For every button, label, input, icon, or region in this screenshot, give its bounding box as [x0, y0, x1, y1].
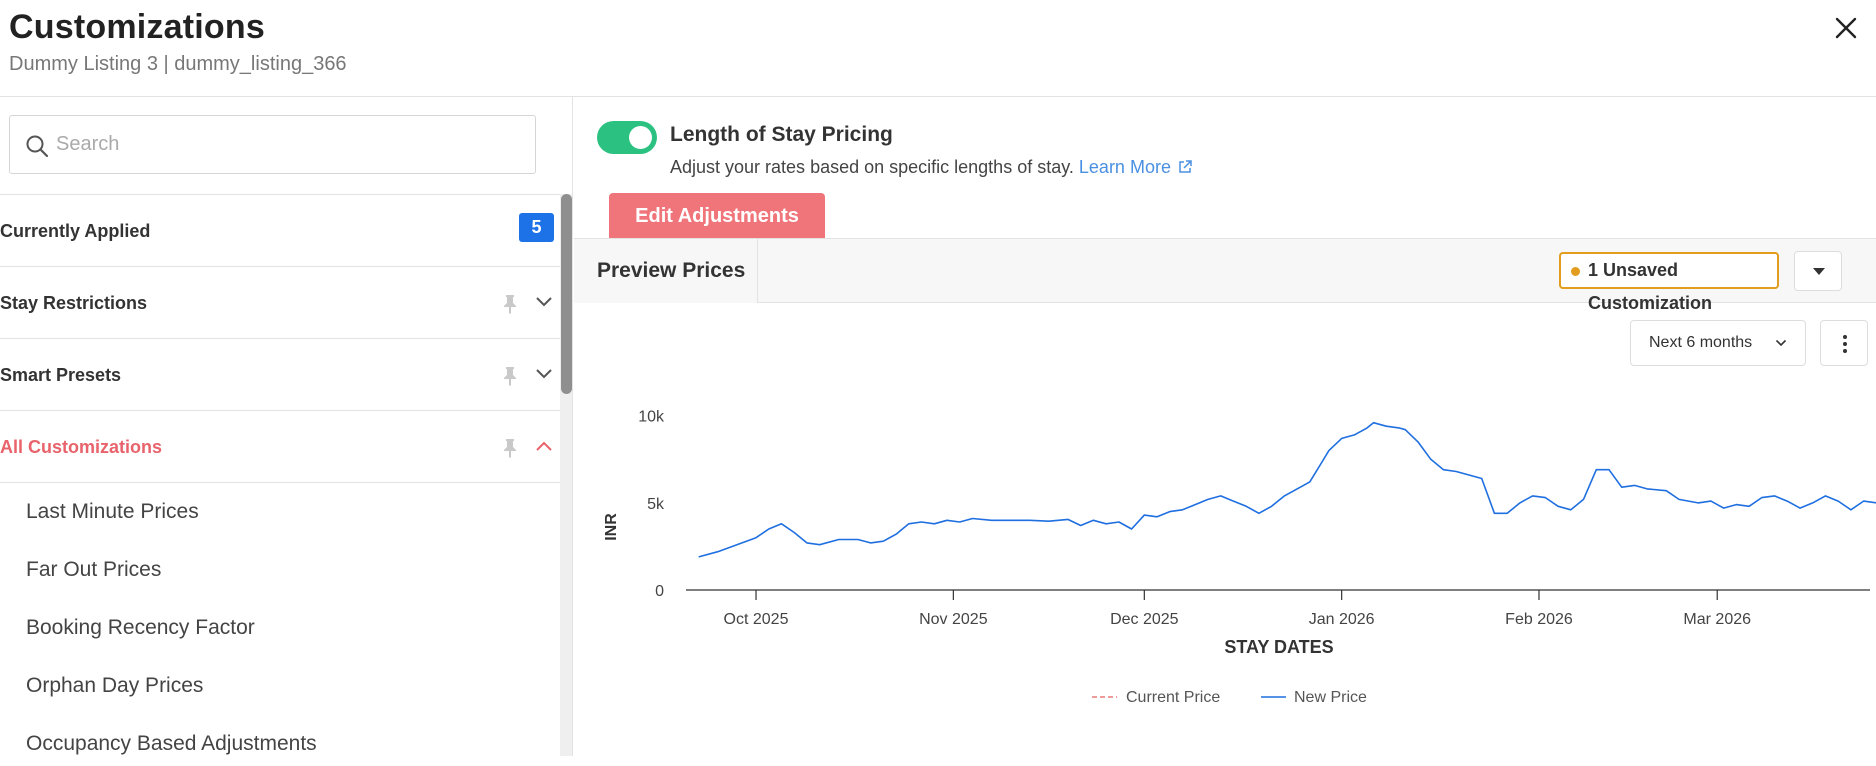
learn-more-label: Learn More — [1078, 157, 1171, 177]
series-line-new-price — [698, 421, 1876, 558]
period-select[interactable]: Next 6 months — [1630, 320, 1806, 366]
toggle-knob — [629, 126, 652, 149]
chevron-down-icon[interactable] — [534, 366, 554, 382]
section-title: Length of Stay Pricing — [670, 123, 893, 146]
chart-menu-button[interactable] — [1820, 320, 1868, 366]
price-preview-chart: 0 5k 10k INR Oct 2025 Nov 2025 Dec 2025 Jan 202… — [603, 409, 1876, 706]
scrollbar-thumb[interactable] — [561, 194, 572, 394]
kebab-icon — [1843, 335, 1847, 339]
customizations-sidebar: Currently Applied 5 Stay Restrictions Sm… — [0, 97, 573, 756]
legend-label-new-price: New Price — [1294, 689, 1367, 706]
chevron-up-icon[interactable] — [534, 438, 554, 454]
search-icon — [26, 135, 49, 158]
customization-detail: Length of Stay Pricing Adjust your rates… — [574, 97, 1876, 756]
listing-subtitle: Dummy Listing 3 | dummy_listing_366 — [9, 53, 347, 75]
tab-preview-prices[interactable]: Preview Prices — [574, 239, 758, 303]
list-item[interactable]: Booking Recency Factor — [26, 616, 255, 639]
unsaved-label: 1 Unsaved Customization — [1588, 260, 1712, 313]
list-item[interactable]: Orphan Day Prices — [26, 674, 204, 697]
search-input[interactable] — [56, 116, 526, 173]
unsaved-customization-badge[interactable]: 1 Unsaved Customization — [1559, 252, 1779, 313]
list-item[interactable]: Last Minute Prices — [26, 500, 199, 523]
preview-toolbar: Preview Prices 1 Unsaved Customization — [574, 238, 1876, 313]
pin-icon[interactable] — [501, 293, 519, 315]
x-tick-label: Dec 2025 — [1110, 611, 1179, 628]
chevron-down-icon — [1775, 339, 1787, 347]
section-label: Currently Applied — [0, 221, 151, 241]
section-list: Currently Applied 5 Stay Restrictions Sm… — [0, 194, 560, 482]
search-field[interactable] — [9, 115, 536, 174]
x-axis-label: STAY DATES — [1224, 637, 1333, 657]
section-label: Smart Presets — [0, 365, 122, 385]
external-link-icon — [1179, 160, 1192, 173]
y-tick-label: 5k — [647, 496, 665, 513]
x-tick-label: Oct 2025 — [724, 611, 789, 628]
section-label: All Customizations — [0, 437, 163, 457]
pin-icon[interactable] — [501, 437, 519, 459]
y-tick-label: 10k — [638, 409, 665, 426]
y-axis-label: INR — [603, 513, 620, 541]
section-stay-restrictions[interactable]: Stay Restrictions — [0, 266, 560, 338]
caret-down-icon — [1813, 268, 1825, 275]
section-smart-presets[interactable]: Smart Presets — [0, 338, 560, 410]
learn-more-link[interactable]: Learn More — [1079, 157, 1193, 177]
x-tick-label: Jan 2026 — [1309, 611, 1375, 628]
edit-adjustments-button[interactable]: Edit Adjustments — [609, 193, 825, 240]
period-value: Next 6 months — [1649, 334, 1753, 351]
dialog-header: Customizations Dummy Listing 3 | dummy_l… — [0, 0, 1876, 97]
legend-label-current-price: Current Price — [1126, 689, 1220, 706]
close-icon[interactable] — [1832, 14, 1860, 42]
los-toggle[interactable] — [597, 121, 657, 154]
count-badge: 5 — [519, 213, 554, 242]
page-title: Customizations — [9, 8, 265, 46]
chevron-down-icon[interactable] — [534, 294, 554, 310]
kebab-icon — [1843, 342, 1847, 346]
section-description: Adjust your rates based on specific leng… — [670, 157, 1193, 178]
status-dot-icon — [1571, 267, 1580, 276]
x-tick-label: Feb 2026 — [1505, 611, 1573, 628]
kebab-icon — [1843, 349, 1847, 353]
customization-list: Last Minute Prices Far Out Prices Bookin… — [0, 482, 560, 756]
section-currently-applied[interactable]: Currently Applied 5 — [0, 194, 560, 266]
list-item[interactable]: Occupancy Based Adjustments — [26, 732, 317, 755]
description-text: Adjust your rates based on specific leng… — [670, 157, 1074, 177]
y-tick-label: 0 — [655, 583, 664, 600]
section-label: Stay Restrictions — [0, 293, 148, 313]
list-item[interactable]: Far Out Prices — [26, 558, 162, 581]
preview-options-dropdown[interactable] — [1794, 251, 1842, 291]
section-all-customizations[interactable]: All Customizations — [0, 410, 560, 482]
x-tick-label: Mar 2026 — [1683, 611, 1751, 628]
x-tick-label: Nov 2025 — [919, 611, 988, 628]
pin-icon[interactable] — [501, 365, 519, 387]
